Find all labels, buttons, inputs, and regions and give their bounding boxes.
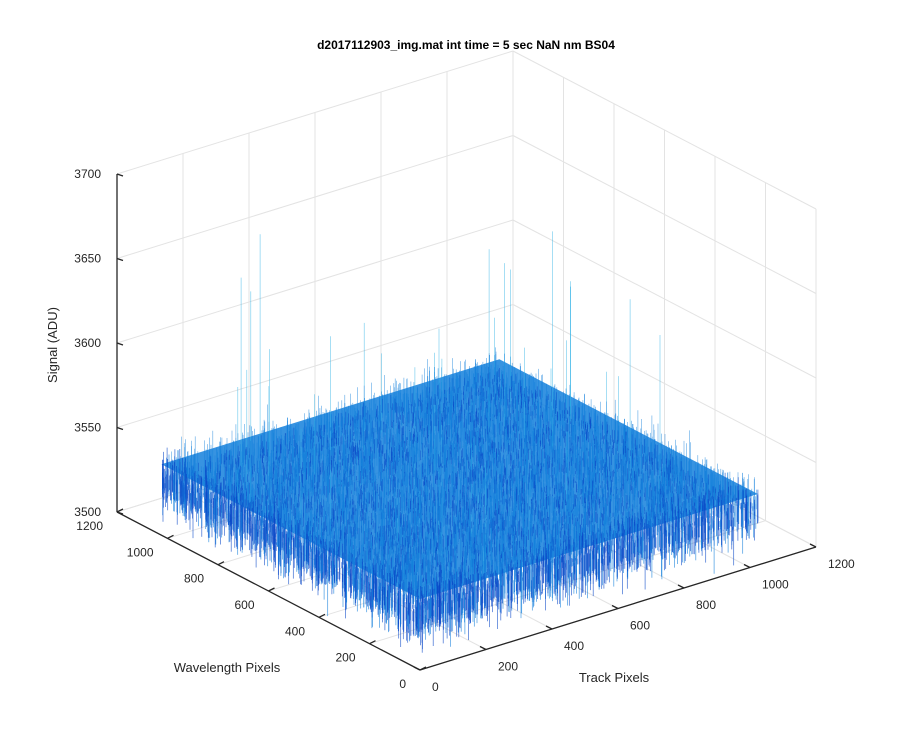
- signal-surface: [161, 231, 759, 653]
- surface-noise: [164, 231, 757, 616]
- side-wall-gridline-horizontal: [512, 135, 817, 294]
- back-wall-gridline-horizontal: [116, 135, 514, 259]
- back-wall-gridline-horizontal: [116, 219, 514, 344]
- side-wall-gridline-horizontal: [512, 219, 817, 379]
- side-wall-gridline-horizontal: [512, 50, 817, 210]
- side-wall-gridline-horizontal: [512, 304, 817, 463]
- back-wall-gridline-horizontal: [116, 50, 514, 175]
- back-wall-gridline-horizontal: [116, 304, 514, 428]
